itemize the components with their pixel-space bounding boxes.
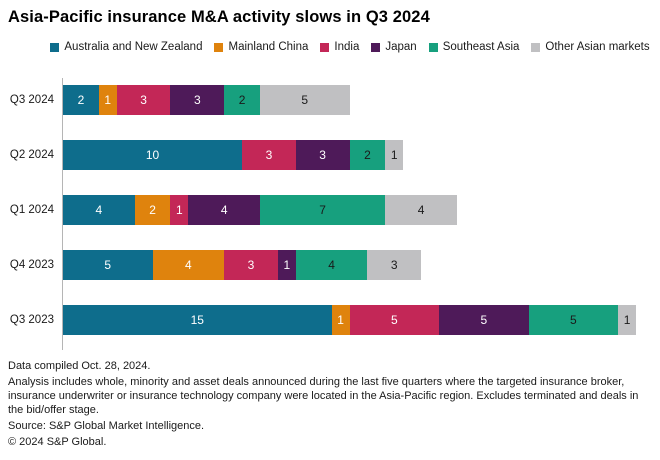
category-label: Q2 2024 (9, 149, 54, 161)
bar-segment: 3 (367, 250, 422, 280)
plot-area: Q3 2024 2 1 3 3 2 5 Q2 2024 10 3 3 2 1 Q1 2024 4 2 1 4 7 4 Q… (0, 78, 660, 353)
bar-segment: 3 (224, 250, 278, 280)
footer-compiled-date: Data compiled Oct. 28, 2024. (8, 360, 151, 372)
legend-label: India (334, 41, 360, 53)
legend-label: Japan (385, 41, 417, 53)
bar-segment: 5 (259, 85, 350, 115)
bar-segment: 2 (349, 140, 386, 170)
bar-segment: 15 (63, 305, 332, 335)
bar-segment: 4 (188, 195, 260, 225)
footer-source: Source: S&P Global Market Intelligence. (8, 420, 205, 432)
bar-row: Q3 2023 15 1 5 5 5 1 (0, 305, 660, 335)
chart-title: Asia-Pacific insurance M&A activity slow… (8, 8, 430, 26)
legend-swatch-icon (214, 42, 224, 52)
bar-row: Q4 2023 5 4 3 1 4 3 (0, 250, 660, 280)
legend-swatch-icon (320, 42, 330, 52)
bar-segment: 7 (259, 195, 386, 225)
bar-segment: 2 (63, 85, 99, 115)
bar-track: 15 1 5 5 5 1 (63, 305, 637, 335)
bar-segment: 5 (63, 250, 153, 280)
footer-analysis-note: Analysis includes whole, minority and as… (8, 376, 639, 416)
legend-label: Australia and New Zealand (64, 41, 203, 53)
bar-segment: 1 (618, 305, 637, 335)
legend-swatch-icon (50, 42, 60, 52)
legend-item: India (320, 41, 359, 53)
legend-item: Other Asian markets (531, 41, 650, 53)
bar-segment: 5 (528, 305, 619, 335)
bar-segment: 1 (170, 195, 189, 225)
legend-swatch-icon (428, 42, 438, 52)
bar-segment: 3 (116, 85, 171, 115)
bar-segment: 5 (349, 305, 440, 335)
bar-segment: 3 (295, 140, 350, 170)
legend-label: Southeast Asia (442, 41, 520, 53)
legend-item: Mainland China (214, 41, 308, 53)
category-label: Q1 2024 (9, 204, 54, 216)
bar-segment: 4 (63, 195, 135, 225)
bar-segment: 5 (439, 305, 529, 335)
y-axis-line (62, 78, 63, 350)
legend-swatch-icon (531, 42, 541, 52)
category-label: Q4 2023 (9, 259, 54, 271)
bar-segment: 1 (98, 85, 117, 115)
bar-segment: 1 (277, 250, 296, 280)
legend-item: Japan (371, 41, 417, 53)
bar-segment: 10 (63, 140, 243, 170)
bar-segment: 1 (331, 305, 350, 335)
legend-label: Other Asian markets (545, 41, 650, 53)
legend-label: Mainland China (228, 41, 309, 53)
bar-segment: 2 (134, 195, 171, 225)
bar-segment: 3 (242, 140, 296, 170)
bar-segment: 3 (170, 85, 225, 115)
category-label: Q3 2024 (9, 94, 54, 106)
legend-item: Australia and New Zealand (50, 41, 202, 53)
bar-row: Q2 2024 10 3 3 2 1 (0, 140, 660, 170)
bar-row: Q3 2024 2 1 3 3 2 5 (0, 85, 660, 115)
bar-track: 10 3 3 2 1 (63, 140, 404, 170)
category-label: Q3 2023 (9, 314, 54, 326)
footer-copyright: © 2024 S&P Global. (8, 436, 107, 448)
bar-segment: 4 (152, 250, 225, 280)
bar-segment: 2 (224, 85, 260, 115)
footer-notes: Data compiled Oct. 28, 2024. Analysis in… (8, 359, 656, 451)
bar-row: Q1 2024 4 2 1 4 7 4 (0, 195, 660, 225)
legend-swatch-icon (371, 42, 381, 52)
bar-segment: 1 (385, 140, 404, 170)
bar-segment: 4 (385, 195, 457, 225)
legend: Australia and New Zealand Mainland China I… (40, 41, 660, 53)
legend-item: Southeast Asia (428, 41, 520, 53)
bar-segment: 4 (295, 250, 368, 280)
